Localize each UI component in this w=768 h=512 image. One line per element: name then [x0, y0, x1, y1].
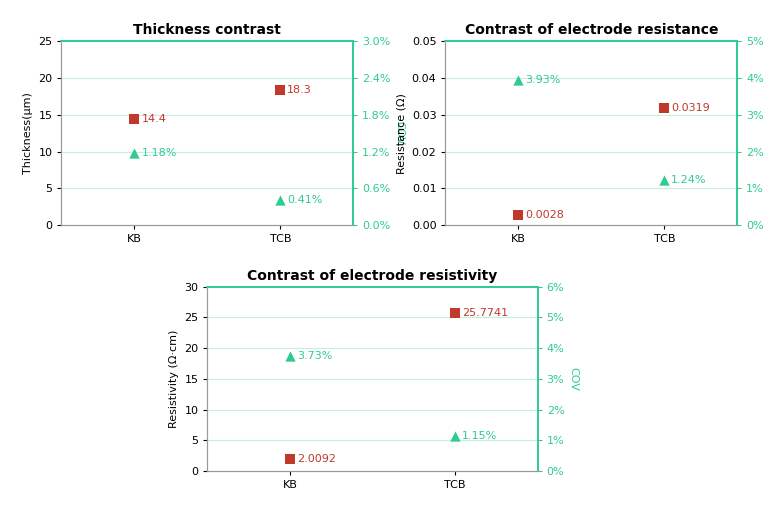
Y-axis label: COV: COV [568, 367, 578, 391]
Point [449, 432, 461, 440]
Point [449, 309, 461, 317]
Point [283, 455, 296, 463]
Title: Contrast of electrode resistivity: Contrast of electrode resistivity [247, 269, 498, 283]
Text: 3.73%: 3.73% [297, 351, 333, 361]
Text: 1.24%: 1.24% [671, 175, 707, 184]
Text: 0.0319: 0.0319 [671, 103, 710, 113]
Y-axis label: Thickness(μm): Thickness(μm) [23, 92, 33, 174]
Y-axis label: COV: COV [395, 121, 405, 145]
Point [512, 76, 525, 84]
Point [658, 176, 670, 184]
Text: 2.0092: 2.0092 [297, 454, 336, 464]
Text: 25.7741: 25.7741 [462, 308, 508, 317]
Point [658, 103, 670, 112]
Point [274, 196, 286, 204]
Text: 14.4: 14.4 [141, 114, 166, 124]
Point [512, 211, 525, 219]
Text: 1.18%: 1.18% [141, 148, 177, 158]
Y-axis label: Resistance (Ω): Resistance (Ω) [396, 93, 406, 174]
Y-axis label: Resistivity (Ω·cm): Resistivity (Ω·cm) [169, 330, 179, 428]
Text: 3.93%: 3.93% [525, 75, 561, 86]
Point [274, 86, 286, 94]
Title: Thickness contrast: Thickness contrast [134, 23, 281, 37]
Point [283, 352, 296, 360]
Text: 1.15%: 1.15% [462, 431, 497, 441]
Point [128, 115, 141, 123]
Text: 18.3: 18.3 [287, 86, 312, 95]
Point [128, 148, 141, 157]
Title: Contrast of electrode resistance: Contrast of electrode resistance [465, 23, 718, 37]
Text: 0.0028: 0.0028 [525, 210, 564, 220]
Text: 0.41%: 0.41% [287, 195, 323, 205]
